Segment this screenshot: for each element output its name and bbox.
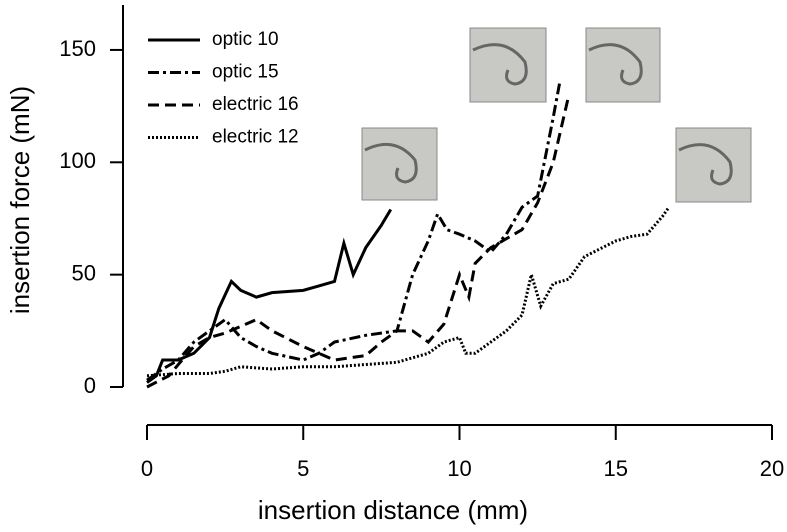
legend-label: optic 10 xyxy=(212,29,279,50)
spiral xyxy=(364,142,418,184)
inset-image xyxy=(361,127,438,201)
series-line xyxy=(146,94,571,389)
series-line xyxy=(146,83,561,382)
inset-image xyxy=(585,27,661,103)
spiral xyxy=(472,43,528,86)
y-axis-label: insertion force (mN) xyxy=(5,86,35,314)
x-tick-label: 5 xyxy=(297,456,309,481)
spiral xyxy=(678,143,733,186)
legend-label: optic 15 xyxy=(212,62,279,83)
legend-label: electric 16 xyxy=(212,94,299,115)
spiral xyxy=(588,43,643,86)
y-tick-label: 100 xyxy=(59,148,96,173)
x-tick-label: 0 xyxy=(141,456,153,481)
x-tick-label: 10 xyxy=(447,456,471,481)
x-tick-label: 20 xyxy=(760,456,784,481)
inset-images xyxy=(361,27,752,203)
inset-image xyxy=(469,27,547,103)
inset-spirals xyxy=(364,43,733,186)
series-line xyxy=(146,206,671,378)
inset-image xyxy=(675,127,752,203)
legend-label: electric 12 xyxy=(212,127,299,148)
y-tick-label: 150 xyxy=(59,36,96,61)
x-tick-label: 15 xyxy=(604,456,628,481)
y-tick-label: 0 xyxy=(84,373,96,398)
x-axis-label: insertion distance (mm) xyxy=(258,495,528,525)
y-tick-label: 50 xyxy=(72,260,96,285)
